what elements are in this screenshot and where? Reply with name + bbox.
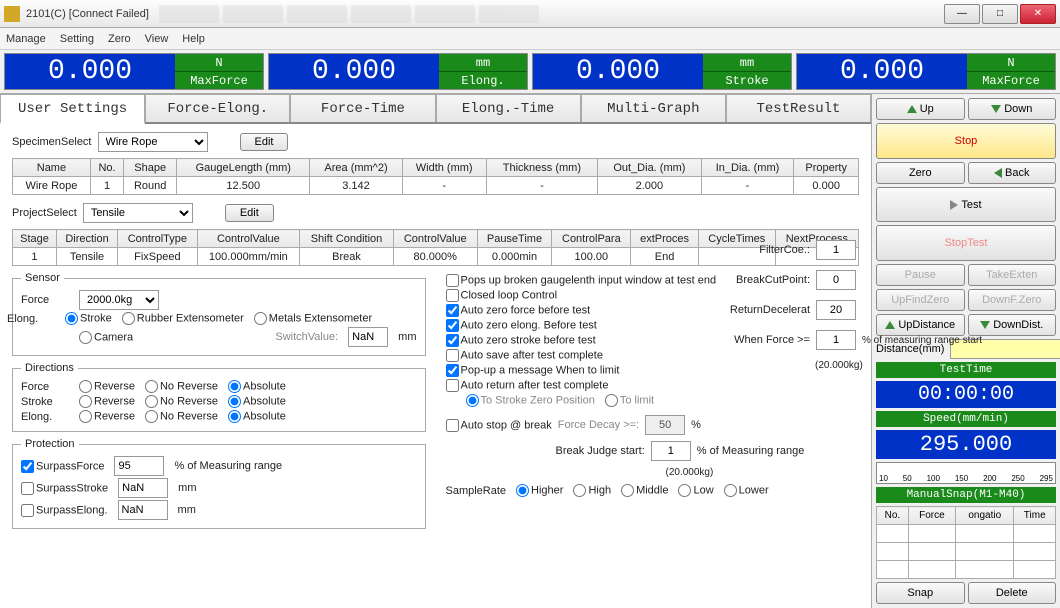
manualsnap-label: ManualSnap(M1-M40) (876, 487, 1056, 503)
opt-cb-5[interactable]: Auto save after test complete (446, 349, 603, 362)
prot-surpassstroke[interactable]: SurpassStroke (21, 482, 108, 495)
dir-elong.-absolute[interactable]: Absolute (228, 410, 286, 423)
dir-force-noreverse[interactable]: No Reverse (145, 380, 218, 393)
force-sensor-select[interactable]: 2000.0kg (79, 290, 159, 310)
opt-cb-4[interactable]: Auto zero stroke before test (446, 334, 596, 347)
up-button[interactable]: Up (876, 98, 965, 120)
menubar: Manage Setting Zero View Help (0, 28, 1060, 50)
tab-user-settings[interactable]: User Settings (0, 94, 145, 124)
project-edit-button[interactable]: Edit (225, 204, 274, 222)
samplerate-middle[interactable]: Middle (621, 484, 668, 497)
forcedecay-input[interactable] (645, 415, 685, 435)
delete-button[interactable]: Delete (968, 582, 1057, 604)
play-icon (950, 200, 958, 210)
tab-multi-graph[interactable]: Multi-Graph (581, 94, 726, 122)
minimize-button[interactable]: — (944, 4, 980, 24)
opt-cb-6[interactable]: Pop-up a message When to limit (446, 364, 620, 377)
prot-surpassstroke-input[interactable] (118, 478, 168, 498)
prot-surpassforce-input[interactable] (114, 456, 164, 476)
dir-stroke-noreverse[interactable]: No Reverse (145, 395, 218, 408)
readout-stroke: 0.000 mmStroke (532, 53, 792, 90)
speed-value: 295.000 (876, 430, 1056, 459)
elong-camera-radio[interactable]: Camera (79, 331, 133, 344)
whenforce-input[interactable] (816, 330, 856, 350)
breakcutpoint-input[interactable] (816, 270, 856, 290)
window-title: 2101(C) [Connect Failed] (26, 8, 149, 20)
arrow-left-icon (994, 168, 1002, 178)
elong-stroke-radio[interactable]: Stroke (65, 312, 112, 325)
close-button[interactable]: ✕ (1020, 4, 1056, 24)
sensor-fieldset: Sensor Force 2000.0kg Elong. Stroke Rubb… (12, 272, 426, 356)
directions-fieldset: Directions ForceReverseNo ReverseAbsolut… (12, 362, 426, 432)
readout-maxforce-1: 0.000 NMaxForce (4, 53, 264, 90)
speed-label: Speed(mm/min) (876, 411, 1056, 427)
dir-elong.-reverse[interactable]: Reverse (79, 410, 135, 423)
project-select[interactable]: Tensile (83, 203, 193, 223)
project-label: ProjectSelect (12, 207, 77, 219)
readout-value: 0.000 (5, 54, 175, 89)
opt-cb-3[interactable]: Auto zero elong. Before test (446, 319, 597, 332)
menu-manage[interactable]: Manage (6, 33, 46, 45)
return-stroke-zero-radio[interactable]: To Stroke Zero Position (466, 394, 595, 407)
app-icon (4, 6, 20, 22)
samplerate-high[interactable]: High (573, 484, 611, 497)
down-button[interactable]: Down (968, 98, 1057, 120)
specimen-label: SpecimenSelect (12, 136, 92, 148)
dir-force-reverse[interactable]: Reverse (79, 380, 135, 393)
arrow-down-icon (991, 105, 1001, 113)
opt-cb-7[interactable]: Auto return after test complete (446, 379, 609, 392)
menu-help[interactable]: Help (182, 33, 205, 45)
menu-zero[interactable]: Zero (108, 33, 131, 45)
prot-surpasselong.-input[interactable] (118, 500, 168, 520)
tab-elong-time[interactable]: Elong.-Time (436, 94, 581, 122)
prot-surpassforce[interactable]: SurpassForce (21, 460, 104, 473)
opt-cb-0[interactable]: Pops up broken gaugelenth input window a… (446, 274, 717, 287)
readout-maxforce-2: 0.000 NMaxForce (796, 53, 1056, 90)
opt-cb-2[interactable]: Auto zero force before test (446, 304, 591, 317)
samplerate-low[interactable]: Low (678, 484, 713, 497)
autostop-checkbox[interactable]: Auto stop @ break (446, 419, 552, 432)
dir-stroke-absolute[interactable]: Absolute (228, 395, 286, 408)
samplerate-lower[interactable]: Lower (724, 484, 769, 497)
titlebar: 2101(C) [Connect Failed] — □ ✕ (0, 0, 1060, 28)
dir-stroke-reverse[interactable]: Reverse (79, 395, 135, 408)
samplerate-higher[interactable]: Higher (516, 484, 563, 497)
elong-metals-radio[interactable]: Metals Extensometer (254, 312, 372, 325)
test-button[interactable]: Test (876, 187, 1056, 223)
prot-surpasselong.[interactable]: SurpassElong. (21, 504, 108, 517)
snap-table: No.ForceongatioTime (876, 506, 1056, 579)
dir-force-absolute[interactable]: Absolute (228, 380, 286, 393)
zero-button[interactable]: Zero (876, 162, 965, 184)
returndecel-input[interactable] (816, 300, 856, 320)
switch-value-input[interactable] (348, 327, 388, 347)
back-button[interactable]: Back (968, 162, 1057, 184)
elong-rubber-radio[interactable]: Rubber Extensometer (122, 312, 244, 325)
specimen-select[interactable]: Wire Rope (98, 132, 208, 152)
opt-cb-1[interactable]: Closed loop Control (446, 289, 558, 302)
speed-ruler[interactable]: 1050100150200250295 (876, 462, 1056, 484)
testtime-value: 00:00:00 (876, 381, 1056, 408)
tab-test-result[interactable]: TestResult (726, 94, 871, 122)
filtercoe-input[interactable] (816, 240, 856, 260)
menu-setting[interactable]: Setting (60, 33, 94, 45)
tab-force-elong[interactable]: Force-Elong. (145, 94, 290, 122)
main-tabs: User Settings Force-Elong. Force-Time El… (0, 94, 871, 124)
specimen-edit-button[interactable]: Edit (240, 133, 289, 151)
breakjudge-input[interactable] (651, 441, 691, 461)
maximize-button[interactable]: □ (982, 4, 1018, 24)
menu-view[interactable]: View (145, 33, 169, 45)
protection-fieldset: Protection SurpassForce% of Measuring ra… (12, 438, 426, 529)
readout-bar: 0.000 NMaxForce 0.000 mmElong. 0.000 mmS… (0, 50, 1060, 94)
readout-elong: 0.000 mmElong. (268, 53, 528, 90)
specimen-table: NameNo.ShapeGaugeLength (mm)Area (mm^2)W… (12, 158, 859, 195)
arrow-up-icon (907, 105, 917, 113)
dir-elong.-noreverse[interactable]: No Reverse (145, 410, 218, 423)
return-limit-radio[interactable]: To limit (605, 394, 654, 407)
snap-button[interactable]: Snap (876, 582, 965, 604)
stop-button[interactable]: Stop (876, 123, 1056, 159)
tab-force-time[interactable]: Force-Time (290, 94, 435, 122)
